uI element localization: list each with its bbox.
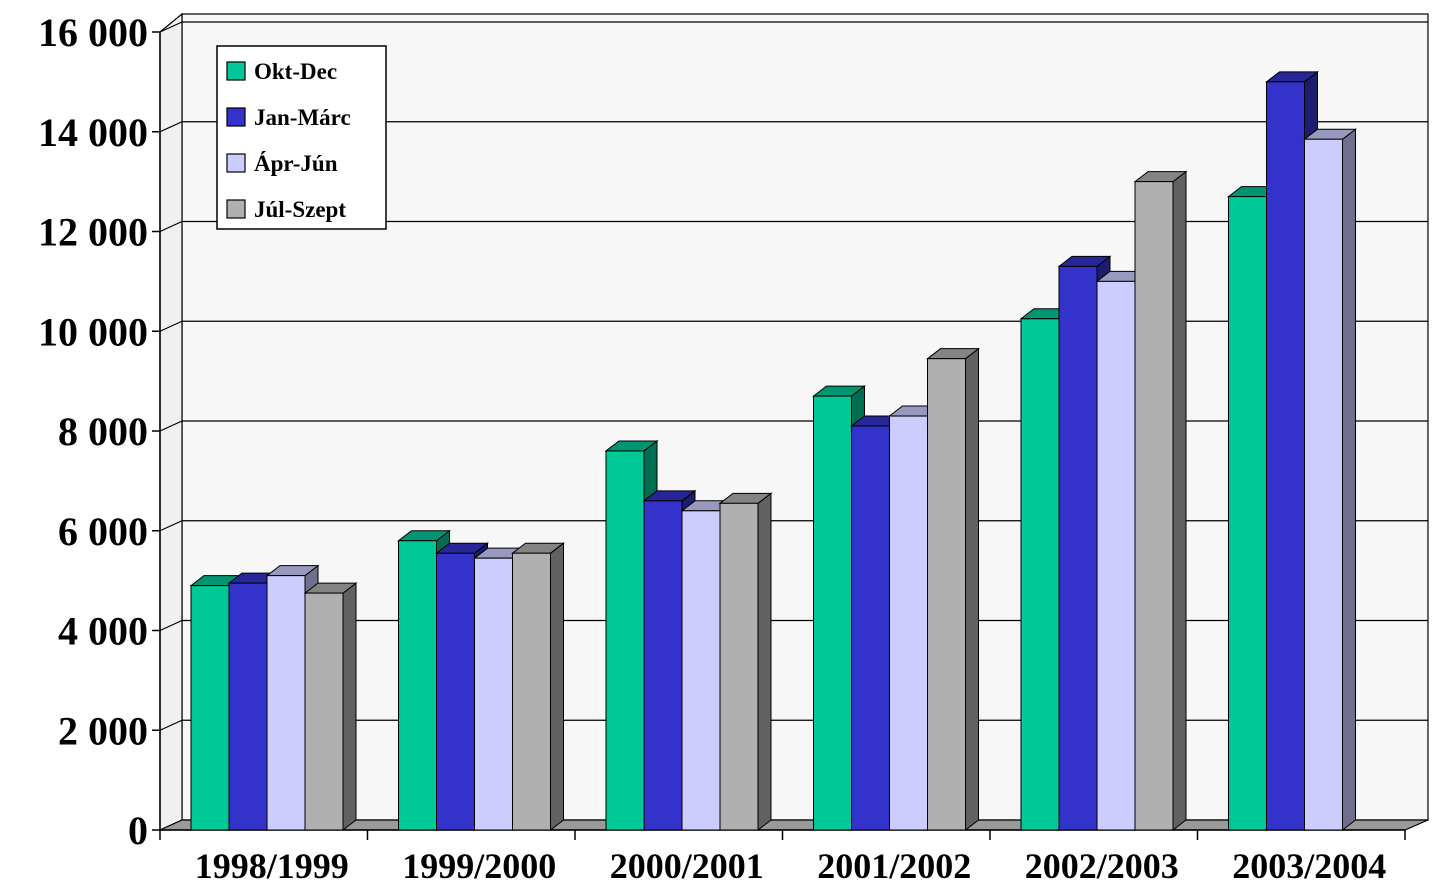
legend: Okt-Dec Jan-Márc Ápr-Jún Júl-Szept xyxy=(216,45,387,230)
bar-front xyxy=(190,585,230,831)
bar-front xyxy=(512,552,551,831)
y-tick-label: 8 000 xyxy=(58,409,148,454)
gridline-side xyxy=(159,619,183,632)
bar-front xyxy=(304,592,344,831)
x-tick-label: 2001/2002 xyxy=(817,846,971,886)
legend-label: Okt-Dec xyxy=(254,59,337,84)
bar xyxy=(718,492,773,832)
x-tick-label: 2002/2003 xyxy=(1025,846,1179,886)
legend-label: Jan-Márc xyxy=(254,105,351,130)
bar-side xyxy=(1342,128,1356,832)
bar xyxy=(926,347,980,832)
bar-front xyxy=(1058,265,1098,831)
legend-item: Ápr-Jún xyxy=(226,151,338,176)
legend-swatch xyxy=(226,61,246,81)
y-tick-label: 0 xyxy=(128,808,148,853)
bar-front xyxy=(228,582,268,831)
bar-front xyxy=(719,502,759,831)
legend-swatch xyxy=(226,199,246,219)
bar-front xyxy=(1096,280,1136,831)
legend-label: Júl-Szept xyxy=(254,197,346,222)
x-tick-label: 2000/2001 xyxy=(610,846,764,886)
bar-side xyxy=(342,582,357,832)
bar-front xyxy=(851,425,890,831)
bar-side xyxy=(550,542,564,832)
legend-item: Jan-Márc xyxy=(226,105,351,130)
bar-front xyxy=(1266,81,1305,831)
legend-swatch xyxy=(226,107,246,127)
gridline-side xyxy=(159,21,183,33)
x-tick-label: 2003/2004 xyxy=(1232,846,1386,886)
bar-front xyxy=(474,557,513,831)
y-tick-label: 4 000 xyxy=(58,609,148,654)
bar-side xyxy=(965,347,979,832)
x-tick-label: 1999/2000 xyxy=(402,846,556,886)
legend-item: Okt-Dec xyxy=(226,59,337,84)
y-tick-label: 10 000 xyxy=(38,309,148,354)
bar-front xyxy=(1134,181,1174,831)
bar-front xyxy=(266,575,306,831)
gridline-side xyxy=(159,320,183,332)
bar xyxy=(511,542,565,832)
bar xyxy=(1303,128,1357,832)
y-tick-label: 12 000 xyxy=(38,210,148,255)
bar-front xyxy=(398,540,437,831)
legend-swatch xyxy=(226,153,246,173)
bar-front xyxy=(436,552,475,831)
bar-front xyxy=(1020,318,1060,831)
gridline-side xyxy=(159,121,183,133)
legend-item: Júl-Szept xyxy=(226,197,346,222)
gridline-side xyxy=(159,719,183,731)
bar-front xyxy=(681,510,721,831)
x-tick-label: 1998/1999 xyxy=(195,846,349,886)
bar-front xyxy=(813,395,852,831)
y-tick-label: 6 000 xyxy=(58,509,148,554)
bar-front xyxy=(1304,138,1343,831)
bar-front xyxy=(889,415,928,831)
gridline-side xyxy=(159,520,183,532)
gridline-side xyxy=(159,220,183,233)
bar xyxy=(303,582,358,832)
gridline-side xyxy=(159,420,183,432)
y-tick-label: 16 000 xyxy=(38,10,148,55)
plot-back-wall xyxy=(181,13,1429,821)
bar-front xyxy=(1228,196,1267,831)
bar-front xyxy=(927,358,966,831)
bar-front xyxy=(605,450,645,831)
bar-side xyxy=(757,492,772,832)
y-tick-label: 2 000 xyxy=(58,708,148,753)
y-tick-label: 14 000 xyxy=(38,110,148,155)
bar-side xyxy=(1172,170,1187,832)
bar xyxy=(1133,170,1188,832)
bar-front xyxy=(643,500,683,831)
legend-label: Ápr-Jún xyxy=(254,151,338,176)
